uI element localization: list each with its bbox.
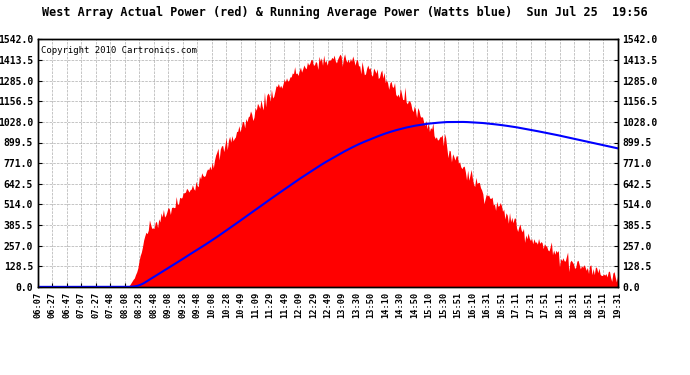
Text: West Array Actual Power (red) & Running Average Power (Watts blue)  Sun Jul 25  : West Array Actual Power (red) & Running … xyxy=(42,6,648,19)
Text: Copyright 2010 Cartronics.com: Copyright 2010 Cartronics.com xyxy=(41,46,197,55)
